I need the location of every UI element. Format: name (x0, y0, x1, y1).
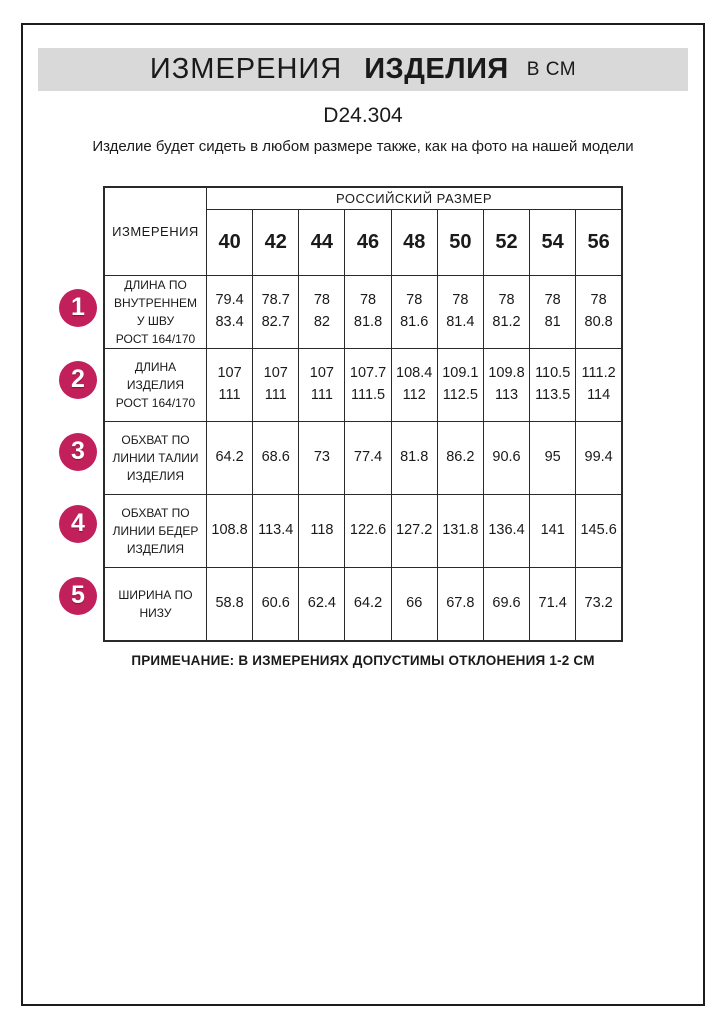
measurement-value: 79.4 83.4 (205, 274, 254, 349)
measurement-value: 78 81.2 (482, 274, 531, 349)
measurement-value: 66 (390, 566, 438, 641)
measurement-value: 90.6 (482, 420, 531, 495)
measurement-value: 78 80.8 (575, 274, 623, 349)
measurement-value: 145.6 (575, 493, 623, 568)
tolerance-note: ПРИМЕЧАНИЕ: В ИЗМЕРЕНИЯХ ДОПУСТИМЫ ОТКЛО… (131, 652, 595, 668)
measurement-value: 78 81 (529, 274, 577, 349)
measurement-value: 99.4 (575, 420, 623, 495)
measurement-value: 107 111 (205, 347, 254, 422)
size-header-56: 56 (575, 208, 623, 276)
row-number-badge: 4 (59, 504, 97, 543)
size-header-44: 44 (298, 208, 346, 276)
size-table-zone: 1 2 3 4 5 ИЗМЕРЕНИЯ РОССИЙСКИЙ РАЗМЕР 40 42 44… (23, 185, 703, 642)
measurement-value: 69.6 (482, 566, 531, 641)
measurement-value: 73.2 (575, 566, 623, 641)
title-measurements: ИЗМЕРЕНИЯ (149, 53, 343, 85)
table-row: ДЛИНА ПО ВНУТРЕННЕМ У ШВУ РОСТ 164/170 79… (103, 274, 623, 349)
measurements-column-header: ИЗМЕРЕНИЯ (103, 186, 207, 276)
measurement-value: 78 82 (298, 274, 346, 349)
measurement-value: 78 81.6 (390, 274, 438, 349)
table-row: ОБХВАТ ПО ЛИНИИ ТАЛИИ ИЗДЕЛИЯ 64.2 68.6 73 7… (103, 420, 623, 495)
measurement-value: 64.2 (205, 420, 254, 495)
size-header-46: 46 (344, 208, 392, 276)
measurement-value: 95 (529, 420, 577, 495)
measurement-value: 131.8 (436, 493, 484, 568)
measurement-value: 73 (298, 420, 346, 495)
measurement-value: 86.2 (436, 420, 484, 495)
measurement-value: 58.8 (205, 566, 254, 641)
title-product: ИЗДЕЛИЯ (364, 53, 509, 85)
measurement-value: 110.5 113.5 (529, 347, 577, 422)
model-code: D24.304 (323, 104, 403, 127)
measurement-value: 107 111 (252, 347, 300, 422)
measurement-value: 136.4 (482, 493, 531, 568)
measurement-value: 78 81.8 (344, 274, 392, 349)
measurement-value: 77.4 (344, 420, 392, 495)
measurement-value: 122.6 (344, 493, 392, 568)
measurement-value: 118 (298, 493, 346, 568)
table-row: ШИРИНА ПО НИЗУ 58.8 60.6 62.4 64.2 66 67.8 69.6… (103, 566, 623, 641)
measurement-value: 78.7 82.7 (252, 274, 300, 349)
title-banner: ИЗМЕРЕНИЯ ИЗДЕЛИЯ В СМ (38, 48, 688, 91)
row-label: ОБХВАТ ПО ЛИНИИ БЕДЕР ИЗДЕЛИЯ (103, 493, 207, 568)
row-label: ШИРИНА ПО НИЗУ (103, 566, 207, 641)
row-number-badge: 2 (59, 360, 97, 399)
size-header-42: 42 (252, 208, 300, 276)
table-row: ОБХВАТ ПО ЛИНИИ БЕДЕР ИЗДЕЛИЯ 108.8 113.4 1… (103, 493, 623, 568)
row-number-badge: 3 (59, 432, 97, 471)
row-number-badge: 5 (59, 576, 97, 615)
measurement-value: 108.8 (205, 493, 254, 568)
measurement-value: 108.4 112 (390, 347, 438, 422)
russian-size-header: РОССИЙСКИЙ РАЗМЕР (206, 186, 623, 210)
size-header-52: 52 (482, 208, 531, 276)
title-units: В СМ (526, 58, 577, 80)
measurement-value: 107.7 111.5 (344, 347, 392, 422)
measurements-table: ИЗМЕРЕНИЯ РОССИЙСКИЙ РАЗМЕР 40 42 44 46 48 50… (103, 185, 623, 642)
size-header-54: 54 (529, 208, 577, 276)
measurement-value: 64.2 (344, 566, 392, 641)
fit-description: Изделие будет сидеть в любом размере так… (92, 138, 634, 155)
table-row: ДЛИНА ИЗДЕЛИЯ РОСТ 164/170 107 111 107 111… (103, 347, 623, 422)
page-border: ИЗМЕРЕНИЯ ИЗДЕЛИЯ В СМ D24.304 Изделие б… (21, 23, 705, 1006)
measurement-value: 81.8 (390, 420, 438, 495)
measurement-value: 60.6 (252, 566, 300, 641)
row-number-badge: 1 (59, 288, 97, 327)
measurement-value: 107 111 (298, 347, 346, 422)
row-label: ОБХВАТ ПО ЛИНИИ ТАЛИИ ИЗДЕЛИЯ (103, 420, 207, 495)
measurement-value: 113.4 (252, 493, 300, 568)
size-header-50: 50 (436, 208, 484, 276)
measurement-value: 71.4 (529, 566, 577, 641)
measurement-value: 68.6 (252, 420, 300, 495)
measurement-value: 109.8 113 (482, 347, 531, 422)
measurement-value: 141 (529, 493, 577, 568)
measurement-value: 67.8 (436, 566, 484, 641)
measurement-value: 127.2 (390, 493, 438, 568)
row-label: ДЛИНА ПО ВНУТРЕННЕМ У ШВУ РОСТ 164/170 (103, 274, 207, 349)
row-label: ДЛИНА ИЗДЕЛИЯ РОСТ 164/170 (103, 347, 207, 422)
measurement-value: 62.4 (298, 566, 346, 641)
size-header-40: 40 (205, 208, 254, 276)
measurement-value: 78 81.4 (436, 274, 484, 349)
measurement-value: 109.1 112.5 (436, 347, 484, 422)
size-header-48: 48 (390, 208, 438, 276)
measurement-value: 111.2 114 (575, 347, 623, 422)
